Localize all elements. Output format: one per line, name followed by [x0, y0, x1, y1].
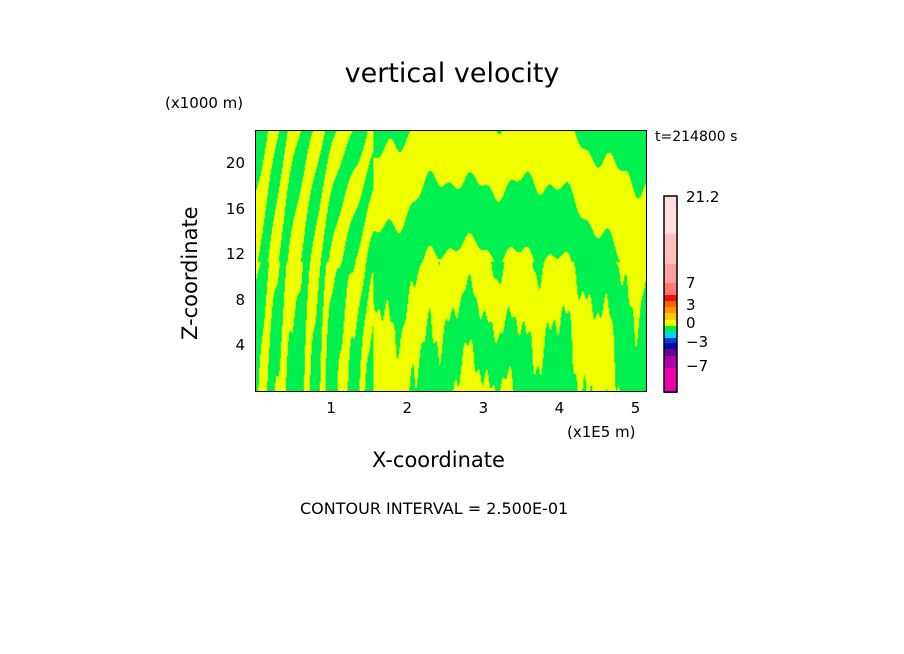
y-tick-label: 12: [225, 245, 245, 264]
colorbar-segment: [664, 320, 677, 326]
contour-interval-label: CONTOUR INTERVAL = 2.500E-01: [300, 499, 569, 518]
colorbar-label: 7: [686, 274, 696, 292]
chart-title: vertical velocity: [344, 58, 560, 89]
colorbar-segment: [664, 338, 677, 343]
y-tick-label: 4: [235, 336, 245, 355]
colorbar-segment: [664, 313, 677, 320]
colorbar-segment: [664, 301, 677, 307]
colorbar-label: 0: [686, 314, 696, 332]
colorbar-segment: [664, 234, 677, 264]
colorbar-segment: [664, 283, 677, 295]
x-unit-label: (x1E5 m): [567, 423, 636, 441]
colorbar-segment: [664, 326, 677, 332]
colorbar-segment: [664, 332, 677, 338]
x-tick-label: 1: [326, 399, 336, 417]
colorbar-segment: [664, 295, 677, 301]
colorbar-segment: [664, 356, 677, 368]
x-tick-label: 2: [402, 399, 412, 417]
colorbar-segment: [664, 264, 677, 283]
colorbar-label: −3: [686, 333, 709, 351]
y-tick-label: 20: [225, 154, 245, 173]
colorbar-segment: [664, 349, 677, 356]
x-tick-label: 4: [554, 399, 565, 417]
x-tick-label: 3: [478, 399, 489, 417]
y-tick-label: 8: [235, 290, 245, 309]
colorbar-label: 21.2: [686, 188, 720, 206]
colorbar-frame: [663, 195, 678, 393]
x-axis-label: X-coordinate: [372, 448, 505, 472]
colorbar-label: −7: [686, 357, 709, 375]
y-unit-label: (x1000 m): [165, 94, 244, 112]
colorbar-label: 3: [686, 296, 696, 314]
time-label: t=214800 s: [655, 129, 738, 145]
x-tick-label: 5: [630, 399, 641, 417]
colorbar-segment: [664, 196, 677, 234]
colorbar-segment: [664, 307, 677, 313]
contour-field: [255, 130, 647, 392]
y-tick-label: 16: [225, 199, 245, 218]
colorbar-segment: [664, 368, 677, 393]
colorbar-segment: [664, 343, 677, 349]
